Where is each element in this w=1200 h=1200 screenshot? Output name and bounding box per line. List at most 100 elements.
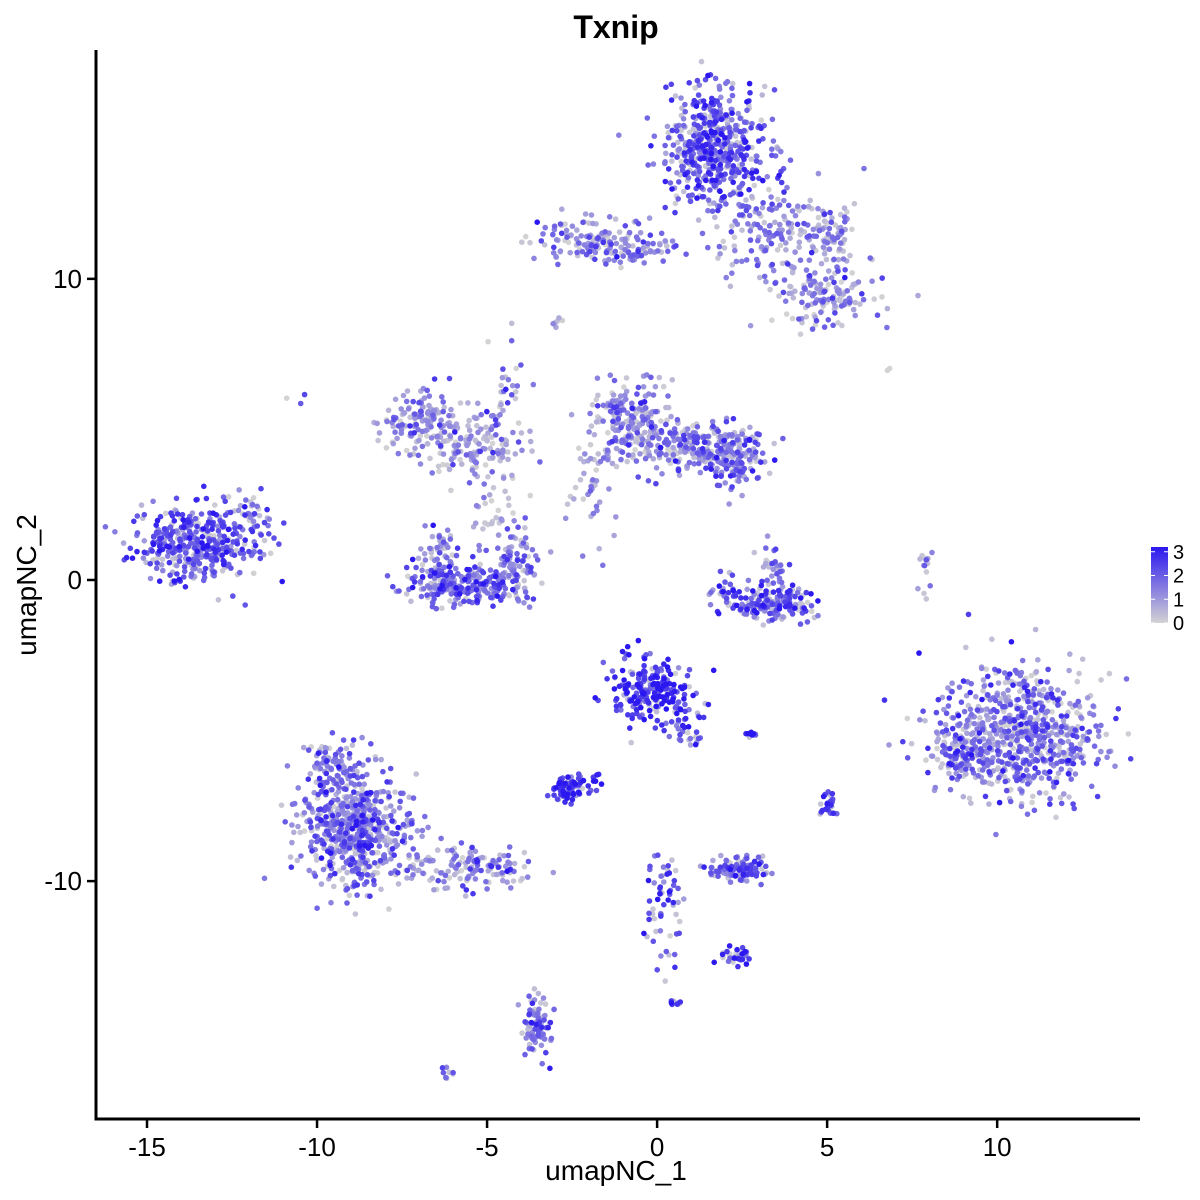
cell-point <box>977 751 984 758</box>
cell-point <box>413 564 419 571</box>
cell-point <box>540 995 547 1001</box>
cell-point <box>404 875 410 881</box>
cell-point <box>153 522 159 528</box>
cell-point <box>680 116 687 122</box>
cell-point <box>653 708 660 715</box>
cell-point <box>442 872 449 879</box>
cell-point <box>958 761 965 767</box>
cell-point <box>209 526 215 532</box>
cell-point <box>345 822 352 828</box>
cell-point <box>957 721 963 727</box>
cell-point <box>394 830 400 837</box>
cell-point <box>586 234 592 240</box>
cell-point <box>943 727 950 733</box>
cell-point <box>1038 775 1045 781</box>
cell-point <box>493 432 499 438</box>
cell-point <box>444 527 451 533</box>
cell-point <box>603 249 610 256</box>
cell-point <box>437 442 444 449</box>
cell-point <box>1019 713 1025 719</box>
cell-point <box>500 366 506 372</box>
cell-point <box>530 596 537 602</box>
cell-point <box>650 161 657 167</box>
cell-point <box>696 132 703 138</box>
cell-point <box>994 748 1001 754</box>
cell-point <box>810 244 816 251</box>
cell-point <box>1047 796 1053 802</box>
cell-point <box>379 833 385 840</box>
cell-point <box>933 709 940 716</box>
cell-point <box>1026 704 1033 711</box>
cell-point <box>344 900 350 906</box>
cell-point <box>633 234 640 240</box>
cell-point <box>625 712 631 718</box>
cell-point <box>324 779 330 786</box>
cell-point <box>779 236 785 242</box>
cell-point <box>785 202 792 209</box>
cell-point <box>857 301 863 307</box>
cell-point <box>716 86 723 92</box>
cell-point <box>747 90 753 96</box>
cell-point <box>778 579 785 586</box>
cell-point <box>209 562 215 569</box>
cell-point <box>1070 760 1077 767</box>
cell-point <box>424 440 431 447</box>
cell-point <box>588 242 595 249</box>
cell-point <box>167 524 174 530</box>
cell-point <box>472 564 478 570</box>
cell-point <box>617 393 624 399</box>
cell-point <box>744 855 750 862</box>
cell-point <box>823 276 829 283</box>
cell-point <box>493 871 500 878</box>
cell-point <box>630 252 637 258</box>
cell-point <box>677 999 684 1005</box>
cell-point <box>665 166 672 172</box>
cell-point <box>339 854 346 861</box>
cell-point <box>970 740 976 746</box>
cell-point <box>1040 756 1046 762</box>
cell-point <box>686 666 693 673</box>
cell-point <box>406 810 413 817</box>
cell-point <box>766 186 772 193</box>
cell-point <box>1041 769 1048 776</box>
cell-point <box>680 188 687 195</box>
cell-point <box>805 302 811 309</box>
cell-point <box>730 190 737 196</box>
cell-point <box>738 152 745 158</box>
cell-point <box>780 289 787 296</box>
cell-point <box>261 537 268 544</box>
cell-point <box>429 533 436 540</box>
cell-point <box>1035 657 1041 663</box>
cell-point <box>1095 756 1101 763</box>
cell-point <box>194 552 200 558</box>
cell-point <box>801 285 807 292</box>
cell-point <box>580 219 586 226</box>
cell-point <box>1028 672 1035 679</box>
cell-point <box>1055 702 1061 708</box>
cell-point <box>741 442 748 448</box>
cell-point <box>305 776 312 782</box>
cell-point <box>840 291 847 297</box>
cell-point <box>391 808 397 814</box>
cell-point <box>966 795 973 802</box>
cell-point <box>490 603 496 609</box>
cell-point <box>645 478 652 484</box>
cell-point <box>818 309 824 316</box>
cell-point <box>707 187 713 193</box>
cell-point <box>753 256 760 263</box>
cell-point <box>415 426 422 433</box>
cell-point <box>664 871 670 877</box>
cell-point <box>684 184 691 190</box>
cell-point <box>327 872 334 879</box>
cell-point <box>1057 738 1064 744</box>
cell-point <box>1063 724 1069 731</box>
cell-point <box>466 427 473 434</box>
cell-point <box>628 739 634 746</box>
cell-point <box>472 867 478 874</box>
cell-point <box>812 322 819 328</box>
cell-point <box>250 570 257 577</box>
cell-point <box>165 548 172 555</box>
cell-point <box>1051 783 1057 790</box>
cell-point <box>485 868 492 874</box>
cell-point <box>761 273 768 280</box>
